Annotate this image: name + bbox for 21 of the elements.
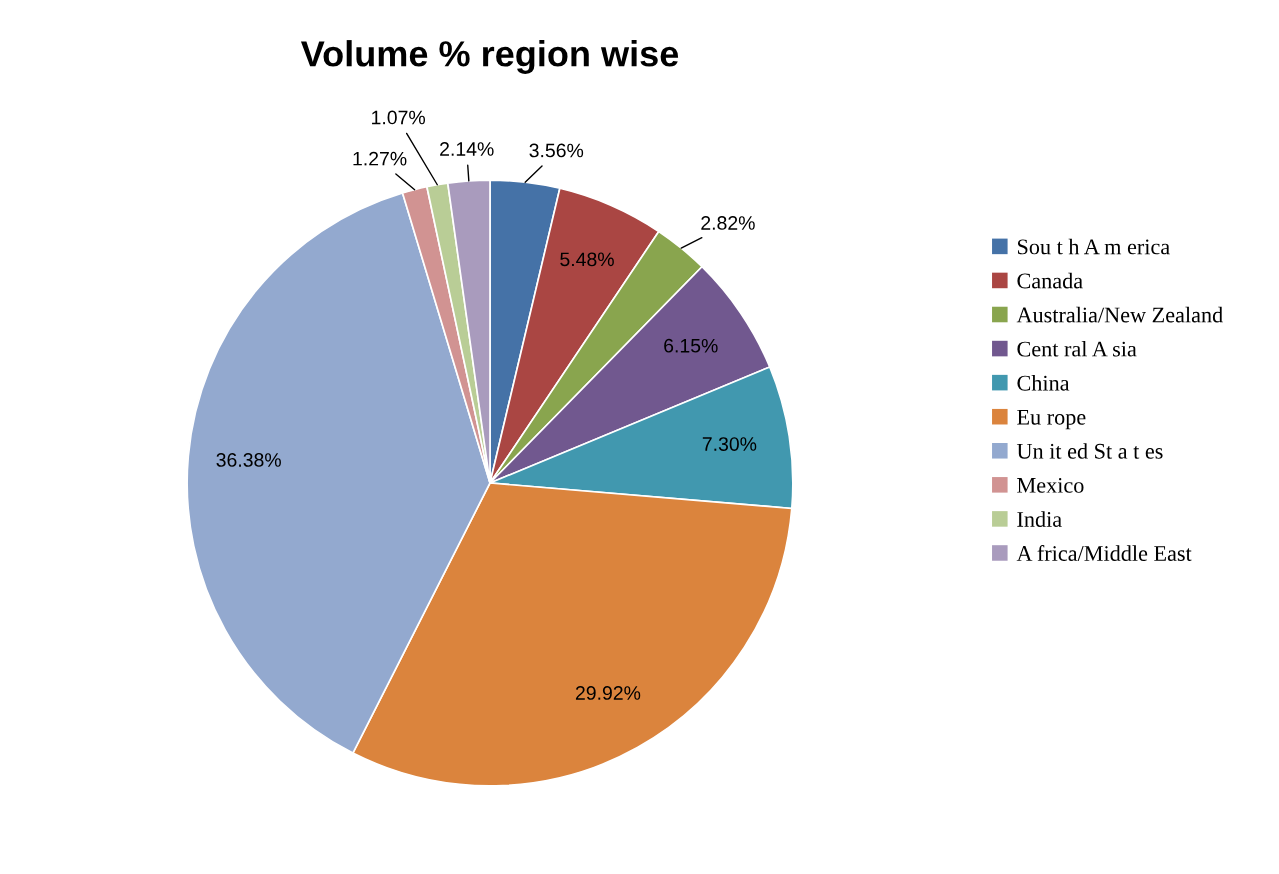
data-label: 3.56%: [529, 143, 584, 158]
data-label: 6.15%: [664, 338, 718, 353]
data-label: 29.92%: [575, 686, 641, 700]
legend-label: A frica/Middle East: [1016, 545, 1192, 561]
data-label: 7.30%: [702, 437, 757, 451]
legend-label: Australia/New Zealand: [1016, 306, 1223, 323]
legend-label: Mexico: [1017, 477, 1084, 493]
legend-label: Canada: [1017, 272, 1083, 289]
chart-title: Volume % region wise: [300, 40, 679, 74]
data-label: 5.48%: [560, 252, 614, 267]
data-label: 1.07%: [372, 110, 426, 125]
data-label: 1.27%: [353, 151, 407, 166]
legend-label: China: [1017, 375, 1070, 391]
data-label: 36.38%: [216, 453, 281, 467]
data-label: 2.82%: [701, 216, 755, 230]
legend-label: India: [1017, 511, 1062, 527]
legend-label: Sou t h A m erica: [1017, 238, 1170, 255]
data-label: 2.14%: [440, 142, 494, 156]
legend-label: Eu rope: [1017, 409, 1086, 430]
legend-label: Cent ral A sia: [1017, 340, 1137, 357]
legend-label: Un it ed St a t es: [1016, 443, 1163, 459]
